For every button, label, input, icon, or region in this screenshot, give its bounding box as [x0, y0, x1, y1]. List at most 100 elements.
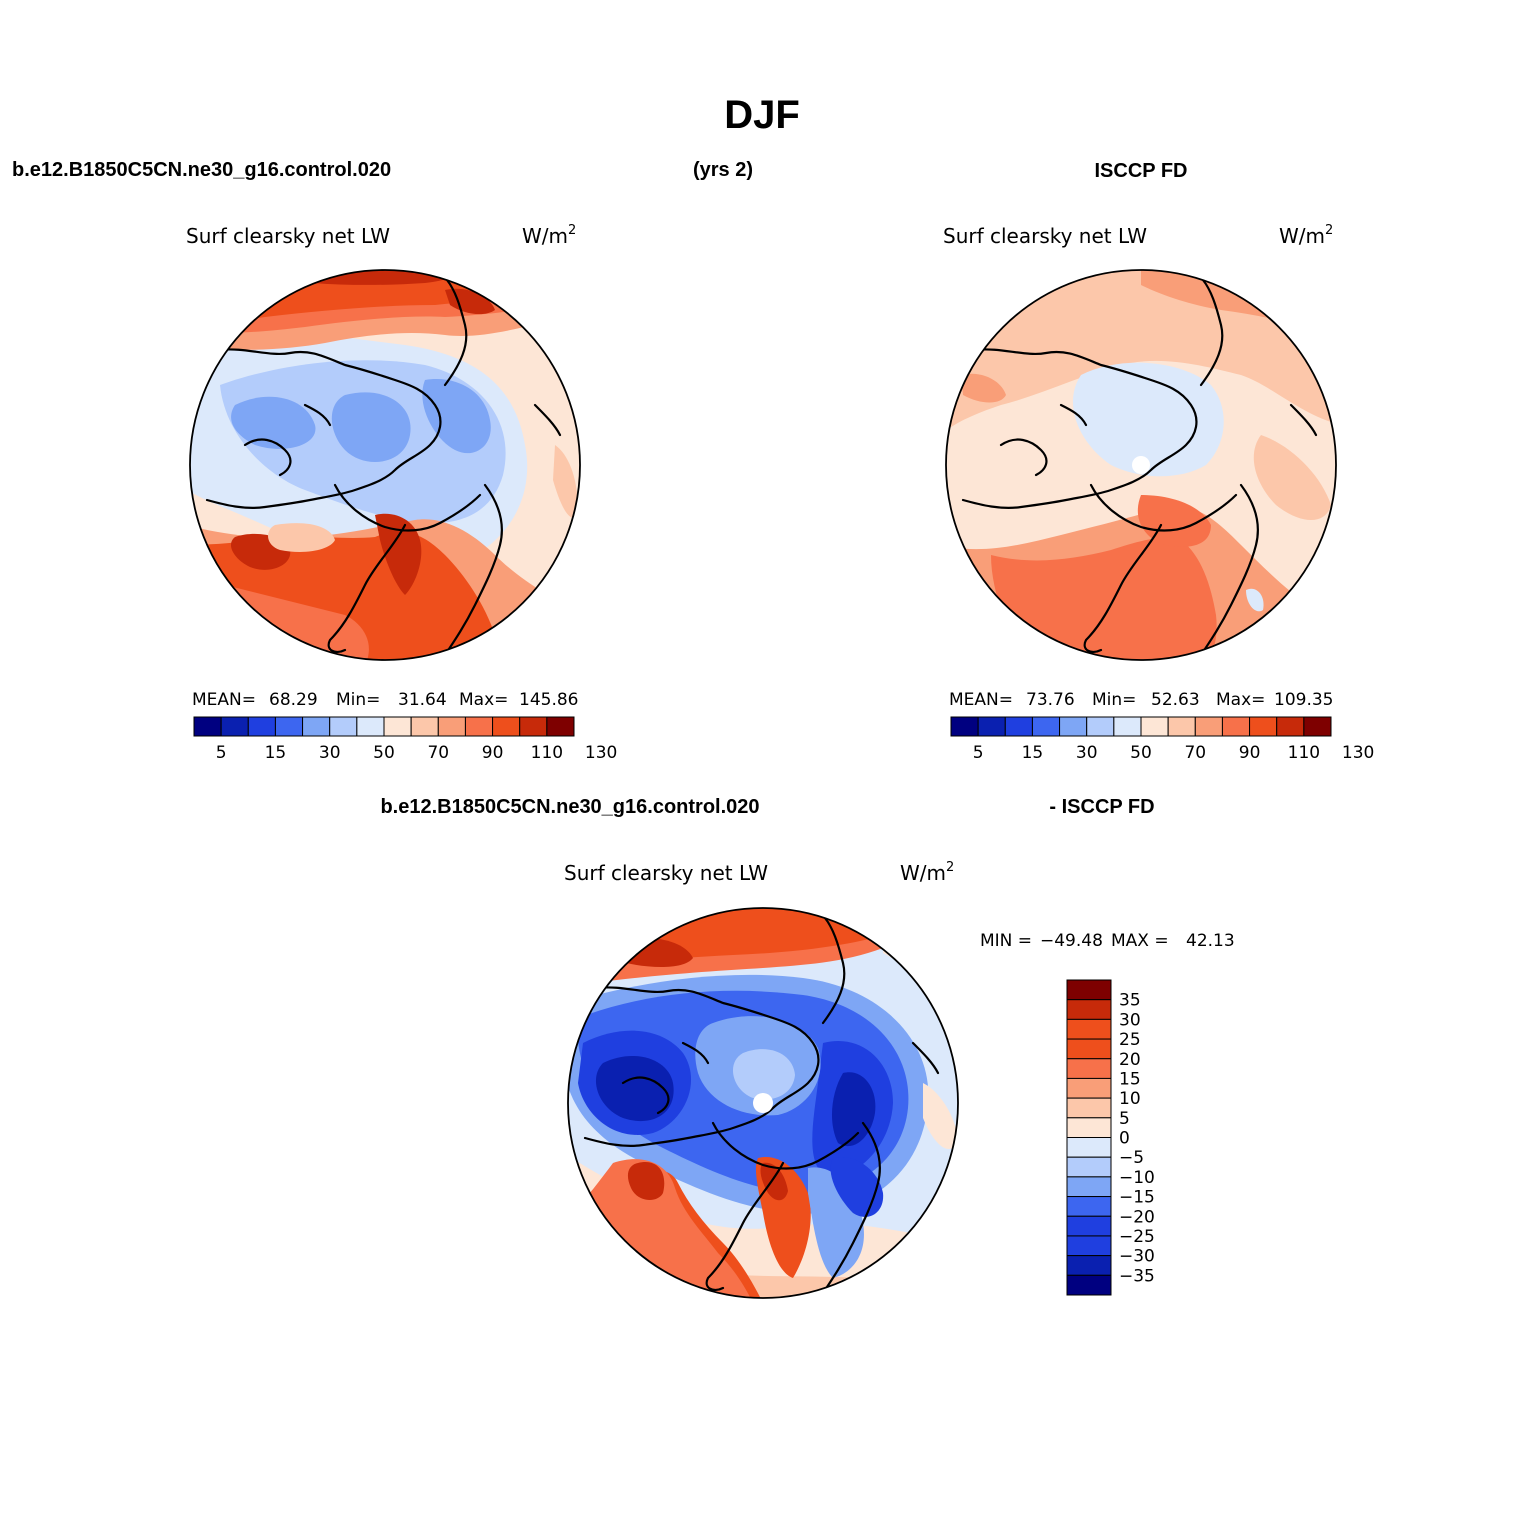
- colorbar-tick-label: 5: [1119, 1109, 1130, 1129]
- colorbar-box: [1167, 716, 1196, 737]
- panel-model: Surf clearsky net LW W/m2: [186, 223, 617, 763]
- map-diff: [568, 908, 958, 1298]
- colorbar-box: [1066, 1077, 1112, 1099]
- colorbar-tick-label: 20: [1119, 1050, 1141, 1070]
- colorbar-box: [383, 716, 412, 737]
- missing-data-pole: [1132, 456, 1150, 474]
- colorbar-box: [1066, 1097, 1112, 1119]
- colorbar-box: [1140, 716, 1169, 737]
- field-region: [375, 513, 422, 595]
- colorbar-box: [1066, 1137, 1112, 1158]
- colorbar-tick-label: 10: [1119, 1089, 1141, 1109]
- panel-model-units: W/m2: [522, 223, 576, 248]
- colorbar-box: [1066, 1038, 1112, 1060]
- panel-obs-title: Surf clearsky net LW: [943, 224, 1147, 248]
- map-outline: [189, 269, 581, 661]
- colorbar-box: [1066, 1255, 1112, 1276]
- colorbar-tick-label: 35: [1119, 991, 1141, 1011]
- colorbar-box: [329, 716, 358, 737]
- colorbar-box: [1303, 716, 1332, 737]
- field-region: [1072, 362, 1224, 477]
- colorbar-box: [1086, 716, 1115, 737]
- colorbar-box: [1066, 1196, 1112, 1217]
- colorbar-tick-label: −30: [1119, 1247, 1155, 1267]
- map-obs: [946, 270, 1336, 660]
- colorbar-tick-label: −35: [1119, 1266, 1155, 1286]
- stats-min-label: Min=: [1092, 690, 1136, 710]
- field-region: [422, 379, 491, 454]
- colorbar-box: [1031, 716, 1061, 737]
- colorbar-box: [1194, 716, 1223, 737]
- colorbar-box: [437, 716, 466, 737]
- colorbar-box: [1066, 1235, 1112, 1257]
- map-outline: [945, 269, 1337, 661]
- missing-data-pole: [753, 1093, 773, 1113]
- colorbar-box: [546, 716, 575, 737]
- stats-max-label: MAX =: [1111, 931, 1169, 951]
- panel-obs-units-base: W/m: [1279, 224, 1325, 248]
- stats-min-label: Min=: [336, 690, 380, 710]
- diff-label-right: - ISCCP FD: [1049, 796, 1154, 818]
- panel-obs: Surf clearsky net LW W/m2 MEAN= 73.76 Mi…: [943, 223, 1374, 763]
- field-region: [553, 445, 578, 518]
- colorbar-box: [410, 716, 439, 737]
- colorbar-tick-label: 110: [531, 743, 563, 763]
- panel-diff: Surf clearsky net LW W/m2: [564, 860, 1235, 1299]
- panel-obs-units: W/m2: [1279, 223, 1333, 248]
- panel-obs-units-exp: 2: [1325, 223, 1333, 238]
- colorbar-tick-label: 50: [1130, 743, 1152, 763]
- colorbar-box: [1066, 1176, 1112, 1198]
- colorbar-box: [1066, 1018, 1112, 1040]
- colorbar-box: [1066, 999, 1112, 1020]
- colorbar-tick-label: −20: [1119, 1207, 1155, 1227]
- stats-mean-value: 73.76: [1026, 690, 1075, 710]
- case-name-label: b.e12.B1850C5CN.ne30_g16.control.020: [12, 159, 391, 181]
- colorbar-tick-label: −15: [1119, 1188, 1155, 1208]
- field-region: [231, 396, 316, 449]
- colorbar-box: [1113, 716, 1142, 737]
- panel-diff-units: W/m2: [900, 860, 954, 885]
- colorbar-box: [1066, 1117, 1112, 1138]
- colorbar-tick-label: 70: [427, 743, 449, 763]
- colorbar-tick-label: 30: [1076, 743, 1098, 763]
- colorbar-tick-label: 90: [1239, 743, 1261, 763]
- colorbar-box: [950, 716, 979, 737]
- stats-max-label: Max=: [459, 690, 508, 710]
- map-model: [190, 270, 580, 660]
- colorbar-tick-label: 0: [1119, 1129, 1130, 1149]
- field-region: [1246, 588, 1264, 612]
- colorbar-box: [1004, 716, 1033, 737]
- colorbar-obs: 5 15 30 50 70 90 110 130: [950, 716, 1374, 763]
- colorbar-box: [1066, 1156, 1112, 1178]
- colorbar-box: [492, 716, 521, 737]
- stats-max-label: Max=: [1216, 690, 1265, 710]
- field-region: [627, 1162, 665, 1200]
- field-region: [831, 1072, 876, 1147]
- field-region: [923, 1083, 958, 1149]
- colorbar-tick-label: 5: [216, 743, 227, 763]
- colorbar-tick-label: 70: [1184, 743, 1206, 763]
- panel-model-title: Surf clearsky net LW: [186, 224, 390, 248]
- field-region: [445, 288, 495, 315]
- panel-diff-title: Surf clearsky net LW: [564, 861, 768, 885]
- colorbar-box: [1066, 1274, 1112, 1296]
- field-region: [732, 1049, 795, 1100]
- obs-name-label: ISCCP FD: [1095, 160, 1188, 182]
- panel-model-units-base: W/m: [522, 224, 568, 248]
- colorbar-tick-label: 30: [319, 743, 341, 763]
- colorbar-box: [247, 716, 276, 737]
- colorbar-box: [1221, 716, 1251, 737]
- colorbar-box: [464, 716, 494, 737]
- stats-max-value: 42.13: [1186, 931, 1235, 951]
- years-label: (yrs 2): [693, 159, 753, 181]
- colorbar-box: [1249, 716, 1278, 737]
- colorbar-tick-label: 50: [373, 743, 395, 763]
- colorbar-box: [220, 716, 249, 737]
- colorbar-tick-label: 15: [1119, 1069, 1141, 1089]
- field-region: [268, 523, 335, 552]
- field-region: [991, 538, 1217, 660]
- colorbar-box: [302, 716, 331, 737]
- field-region: [595, 1055, 674, 1122]
